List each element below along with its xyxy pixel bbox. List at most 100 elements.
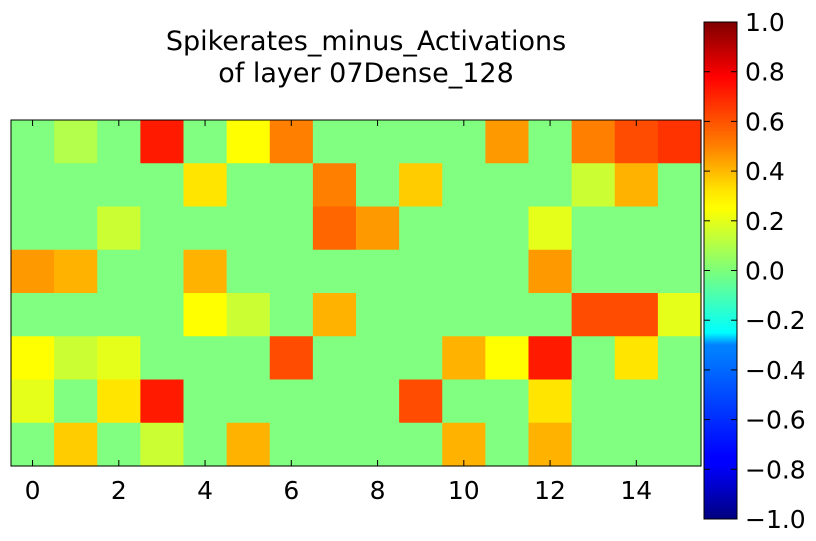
heatmap-cell — [614, 293, 659, 337]
heatmap-cell — [485, 249, 530, 294]
heatmap-cell — [485, 293, 530, 337]
heatmap-cell — [312, 249, 357, 294]
heatmap-cell — [54, 293, 98, 337]
heatmap-cell — [269, 293, 314, 337]
chart-title-line-1: Spikerates_minus_Activations — [165, 26, 567, 57]
heatmap-cell — [657, 422, 702, 467]
heatmap-cell — [399, 206, 443, 251]
colorbar-tick-label: 0.6 — [745, 107, 785, 136]
heatmap-cells — [11, 120, 702, 467]
colorbar-tick-label: 0.4 — [745, 157, 785, 186]
heatmap-cell — [97, 120, 141, 164]
x-axis: 0 2 4 6 8 10 12 14 — [25, 120, 652, 505]
heatmap-cell — [571, 336, 616, 381]
heatmap-cell — [657, 120, 702, 164]
heatmap-cell — [657, 336, 702, 381]
heatmap-cell — [140, 336, 185, 381]
heatmap-cell — [528, 206, 573, 251]
heatmap-cell — [97, 336, 141, 381]
heatmap-cell — [399, 293, 443, 337]
heatmap-cell — [571, 120, 616, 164]
x-tick-label: 12 — [534, 476, 566, 505]
heatmap-cell — [183, 206, 228, 251]
heatmap-cell — [183, 249, 228, 294]
heatmap-cell — [657, 163, 702, 208]
heatmap-cell — [183, 293, 228, 337]
heatmap-cell — [97, 206, 141, 251]
colorbar-tick-label: −0.8 — [745, 455, 806, 484]
heatmap-cell — [485, 163, 530, 208]
colorbar-tick-label: −1.0 — [745, 505, 806, 534]
heatmap-cell — [571, 422, 616, 467]
heatmap-cell — [614, 206, 659, 251]
heatmap-cell — [528, 120, 573, 164]
colorbar-tick-label: 0.0 — [745, 257, 785, 286]
heatmap-cell — [657, 249, 702, 294]
heatmap-cell — [528, 336, 573, 381]
heatmap-cell — [399, 422, 443, 467]
heatmap-cell — [269, 249, 314, 294]
heatmap-cell — [269, 422, 314, 467]
heatmap-cell — [183, 379, 228, 424]
heatmap-cell — [356, 120, 400, 164]
colorbar-tick-label: −0.6 — [745, 406, 806, 435]
heatmap-cell — [356, 249, 400, 294]
heatmap-cell — [97, 163, 141, 208]
heatmap-cell — [485, 422, 530, 467]
heatmap-cell — [54, 422, 98, 467]
heatmap-cell — [528, 163, 573, 208]
heatmap-cell — [485, 120, 530, 164]
heatmap-cell — [312, 206, 357, 251]
heatmap-cell — [97, 249, 141, 294]
heatmap-cell — [485, 206, 530, 251]
heatmap-cell — [54, 163, 98, 208]
heatmap-cell — [657, 293, 702, 337]
heatmap-cell — [442, 163, 486, 208]
heatmap-cell — [657, 206, 702, 251]
heatmap-cell — [269, 336, 314, 381]
heatmap-cell — [657, 379, 702, 424]
heatmap-cell — [571, 206, 616, 251]
heatmap-cell — [399, 336, 443, 381]
heatmap-cell — [54, 379, 98, 424]
heatmap-cell — [356, 379, 400, 424]
heatmap-cell — [97, 379, 141, 424]
heatmap-cell — [54, 336, 98, 381]
heatmap-cell — [356, 206, 400, 251]
heatmap-cell — [140, 293, 185, 337]
x-tick-label: 4 — [197, 476, 213, 505]
heatmap-cell — [571, 249, 616, 294]
heatmap-cell — [183, 163, 228, 208]
heatmap-cell — [442, 293, 486, 337]
heatmap-cell — [226, 336, 271, 381]
heatmap-cell — [11, 422, 55, 467]
colorbar-tick-label: −0.2 — [745, 306, 806, 335]
heatmap-cell — [399, 163, 443, 208]
heatmap-cell — [571, 293, 616, 337]
heatmap-cell — [614, 249, 659, 294]
heatmap-cell — [399, 120, 443, 164]
colorbar-axis: 1.0 0.8 0.6 0.4 0.2 0.0 −0.2 −0.4 −0.6 −0.8 −1.0 — [704, 8, 806, 534]
heatmap-cell — [614, 422, 659, 467]
heatmap-cell — [442, 120, 486, 164]
heatmap-cell — [485, 336, 530, 381]
heatmap-cell — [442, 379, 486, 424]
heatmap-cell — [140, 422, 185, 467]
heatmap-cell — [11, 120, 55, 164]
x-tick-label: 0 — [25, 476, 41, 505]
heatmap-cell — [442, 422, 486, 467]
heatmap-cell — [54, 206, 98, 251]
heatmap-cell — [614, 379, 659, 424]
heatmap-cell — [183, 336, 228, 381]
chart-title-line-2: of layer 07Dense_128 — [218, 58, 514, 89]
heatmap-cell — [226, 206, 271, 251]
x-tick-label: 10 — [448, 476, 480, 505]
heatmap-cell — [140, 163, 185, 208]
heatmap-cell — [97, 293, 141, 337]
x-tick-label: 14 — [620, 476, 652, 505]
heatmap-cell — [528, 422, 573, 467]
heatmap-cell — [614, 336, 659, 381]
heatmap-cell — [356, 163, 400, 208]
heatmap-cell — [312, 293, 357, 337]
